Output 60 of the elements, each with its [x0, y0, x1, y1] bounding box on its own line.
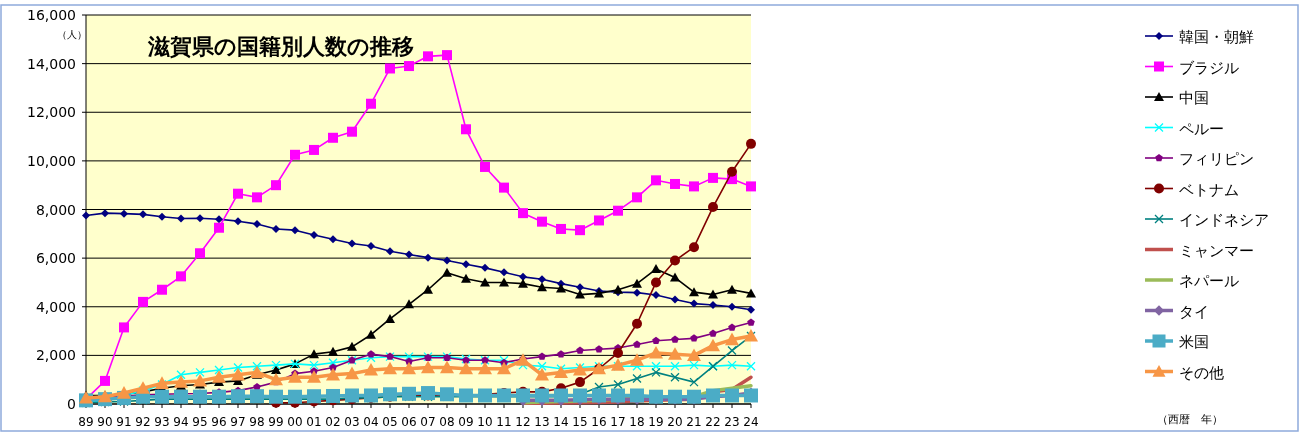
- x-tick-label: 11: [496, 415, 512, 429]
- legend-label: ネパール: [1179, 272, 1239, 290]
- x-tick-label: 16: [591, 415, 607, 429]
- legend-label: ベトナム: [1179, 180, 1239, 199]
- legend-label: その他: [1179, 363, 1224, 382]
- x-tick-label: 96: [211, 415, 227, 429]
- legend-label: ペルー: [1179, 119, 1224, 138]
- x-tick-label: 03: [344, 415, 360, 429]
- x-tick-label: 89: [78, 415, 94, 429]
- x-tick-label: 19: [648, 415, 664, 429]
- y-tick-label: 4,000: [35, 298, 76, 315]
- y-tick-label: 12,000: [27, 104, 76, 121]
- legend-label: フィリピン: [1179, 150, 1254, 168]
- legend-label: 韓国・朝鮮: [1179, 28, 1254, 46]
- x-tick-label: 05: [382, 415, 398, 429]
- y-tick-label: 0: [67, 396, 76, 412]
- legend-label: インドネシア: [1179, 211, 1269, 229]
- x-tick-label: 02: [325, 415, 341, 429]
- x-tick-label: 22: [705, 415, 721, 429]
- x-tick-label: 90: [97, 415, 113, 429]
- y-tick-label: 10,000: [27, 152, 76, 169]
- x-tick-label: 14: [553, 415, 569, 429]
- y-tick-label: 6,000: [35, 250, 76, 267]
- legend-label: ブラジル: [1179, 58, 1239, 77]
- x-tick-label: 01: [306, 415, 322, 429]
- legend-label: ミャンマー: [1179, 241, 1254, 260]
- x-tick-label: 23: [724, 415, 740, 429]
- x-tick-label: 09: [458, 415, 474, 429]
- y-tick-label: 2,000: [35, 347, 76, 364]
- x-tick-label: 13: [534, 415, 550, 429]
- x-tick-label: 94: [173, 415, 189, 429]
- x-tick-label: 99: [268, 415, 284, 429]
- y-tick-label: 16,000: [27, 7, 76, 23]
- x-tick-label: 98: [249, 415, 265, 429]
- x-tick-label: 21: [686, 415, 702, 429]
- y-tick-label: 8,000: [35, 201, 76, 218]
- legend-label: タイ: [1179, 302, 1209, 321]
- x-tick-label: 17: [610, 415, 626, 429]
- y-axis-title: （人）: [57, 29, 87, 40]
- x-tick-label: 95: [192, 415, 208, 429]
- x-tick-label: 18: [629, 415, 645, 429]
- x-tick-label: 15: [572, 415, 588, 429]
- x-tick-label: 24: [743, 415, 759, 429]
- x-tick-label: 06: [401, 415, 417, 429]
- x-tick-label: 92: [135, 415, 151, 429]
- x-tick-label: 07: [420, 415, 436, 429]
- x-tick-label: 04: [363, 415, 379, 429]
- legend-label: 米国: [1179, 333, 1209, 351]
- x-tick-label: 20: [667, 415, 683, 429]
- x-tick-label: 91: [116, 415, 132, 429]
- text: 滋賀県の国籍別人数の推移: [147, 34, 414, 59]
- text: （西暦 年）: [1157, 413, 1223, 426]
- x-tick-label: 93: [154, 415, 170, 429]
- x-tick-label: 12: [515, 415, 531, 429]
- x-tick-label: 10: [477, 415, 493, 429]
- y-tick-label: 14,000: [27, 55, 76, 72]
- x-tick-label: 97: [230, 415, 246, 429]
- x-tick-label: 08: [439, 415, 455, 429]
- legend-label: 中国: [1179, 89, 1209, 107]
- x-tick-label: 00: [287, 415, 303, 429]
